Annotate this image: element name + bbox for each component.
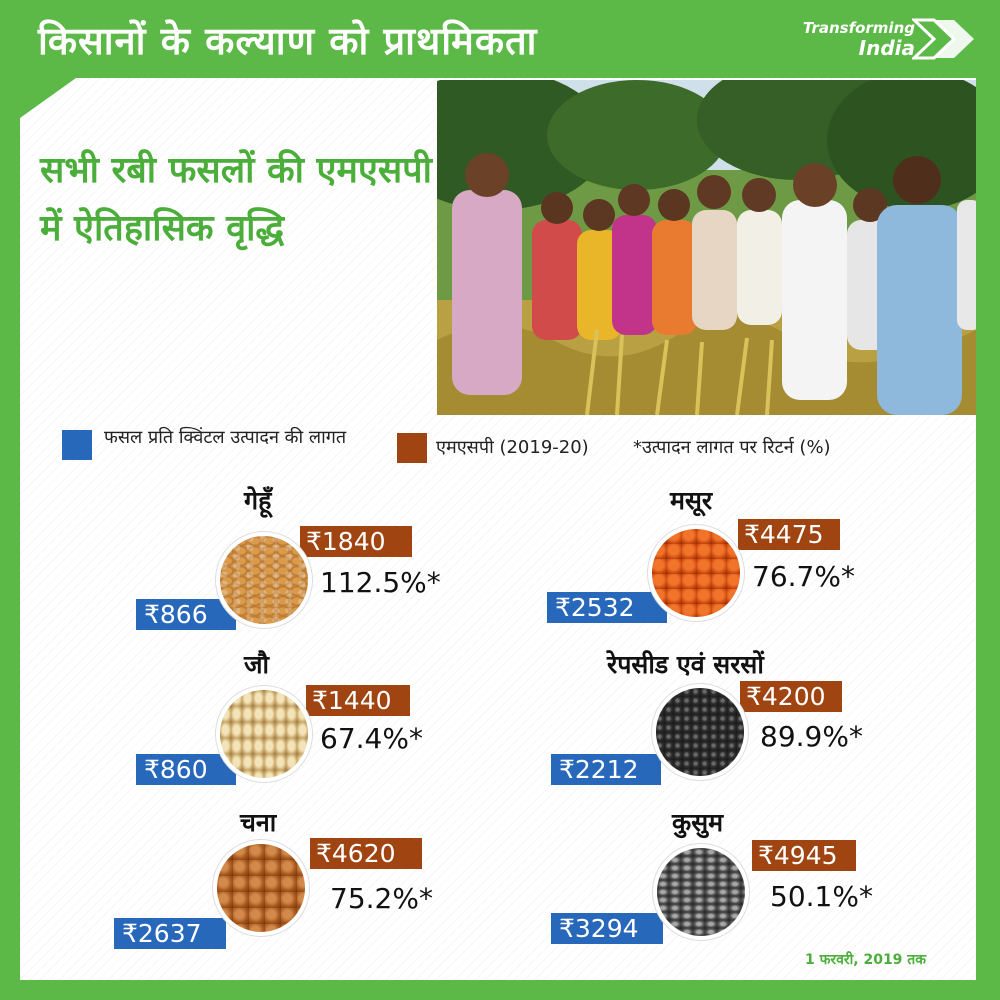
msp-badge-gram: ₹4620 xyxy=(310,838,422,869)
crop-name-mustard: रेपसीड एवं सरसों xyxy=(607,650,764,679)
msp-badge-safflower: ₹4945 xyxy=(752,840,856,871)
legend-cost-label: फसल प्रति क्विंटल उत्पादन की लागत xyxy=(104,427,347,448)
crop-name-barley: जौ xyxy=(244,650,270,679)
return-lentil: 76.7%* xyxy=(752,560,855,593)
wheat-grains-image xyxy=(216,532,312,628)
crop-name-safflower: कुसुम xyxy=(672,808,724,837)
return-mustard: 89.9%* xyxy=(760,720,863,753)
brand-line-1: Transforming xyxy=(802,19,915,37)
legend-msp-label: एमएसपी (2019-20) xyxy=(436,437,589,458)
cost-badge-lentil: ₹2532 xyxy=(547,592,667,623)
cost-badge-mustard: ₹2212 xyxy=(551,754,661,785)
return-barley: 67.4%* xyxy=(320,722,423,755)
cost-badge-gram: ₹2637 xyxy=(114,918,226,949)
cost-badge-safflower: ₹3294 xyxy=(551,913,663,944)
return-gram: 75.2%* xyxy=(330,882,433,915)
page-title: किसानों के कल्याण को प्राथमिकता xyxy=(38,19,538,63)
return-wheat: 112.5%* xyxy=(320,566,441,599)
gram-grains-image xyxy=(213,840,309,936)
msp-badge-wheat: ₹1840 xyxy=(300,526,412,557)
farmers-field-photo xyxy=(437,80,976,415)
return-safflower: 50.1%* xyxy=(770,880,873,913)
mustard-seeds-image xyxy=(652,684,748,780)
chevron-right-icon xyxy=(912,18,974,60)
brand-line-2: India xyxy=(858,36,915,60)
legend-msp-swatch xyxy=(397,433,427,463)
lentil-grains-image xyxy=(648,525,744,621)
msp-badge-lentil: ₹4475 xyxy=(738,519,840,550)
msp-badge-mustard: ₹4200 xyxy=(740,681,842,712)
brand-logo: Transforming India xyxy=(800,18,915,58)
as-of-date: 1 फरवरी, 2019 तक xyxy=(805,952,927,968)
cost-badge-barley: ₹860 xyxy=(136,754,236,785)
safflower-seeds-image xyxy=(653,844,749,940)
msp-badge-barley: ₹1440 xyxy=(306,685,410,716)
cost-badge-wheat: ₹866 xyxy=(136,599,236,630)
crop-name-wheat: गेहूँ xyxy=(244,486,272,515)
crop-name-lentil: मसूर xyxy=(670,486,713,515)
legend-cost-swatch xyxy=(62,430,92,460)
legend-return-label: *उत्पादन लागत पर रिटर्न (%) xyxy=(633,437,831,458)
crop-name-gram: चना xyxy=(240,808,277,837)
card-corner-notch xyxy=(20,78,76,118)
barley-grains-image xyxy=(216,686,312,782)
headline: सभी रबी फसलों की एमएसपी में ऐतिहासिक वृद… xyxy=(40,150,432,249)
